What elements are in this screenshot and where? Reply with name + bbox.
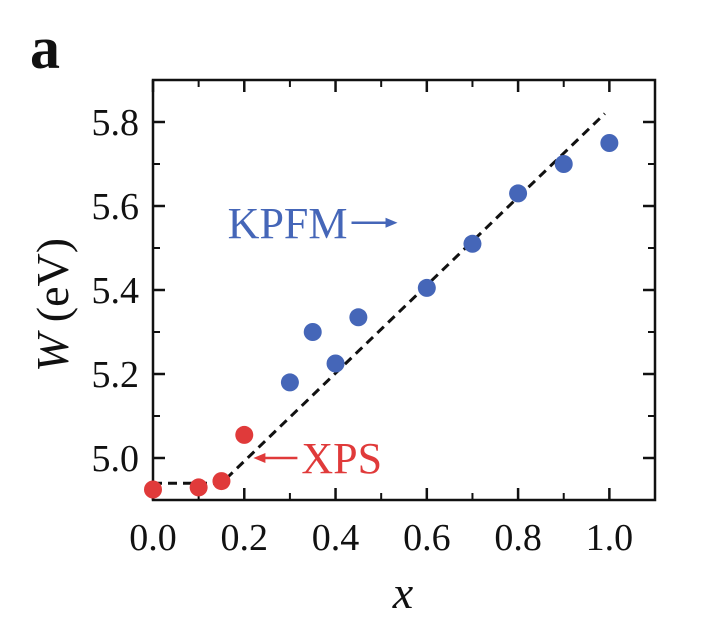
y-tick-label: 5.6	[92, 186, 140, 228]
y-tick-label: 5.8	[92, 102, 140, 144]
data-point-kpfm	[600, 134, 619, 152]
y-tick-label: 5.4	[92, 270, 140, 312]
series-kpfm	[280, 134, 619, 392]
data-point-kpfm	[349, 308, 368, 327]
y-tick-label: 5.2	[92, 354, 140, 396]
data-point-kpfm	[509, 184, 528, 203]
data-point-kpfm	[463, 234, 482, 253]
plot-area: 0.0 0.2 0.4 0.6 0.8 1.0 5.0 5.2 5.4 5.6 5.8 KPFM XPS	[92, 78, 657, 559]
y-axis-unit: (eV)	[27, 238, 78, 322]
arrow-head-icon	[253, 453, 266, 463]
annotation-kpfm: KPFM	[228, 199, 398, 248]
x-tick-label: 1.0	[586, 517, 634, 559]
data-point-xps	[212, 472, 231, 491]
data-point-kpfm	[417, 278, 436, 297]
x-tick-label: 0.4	[312, 517, 360, 559]
data-point-xps	[189, 478, 208, 497]
plot-frame	[151, 78, 657, 502]
data-point-xps	[144, 480, 162, 499]
x-axis-label: x	[392, 567, 414, 618]
y-axis-variable: W	[27, 330, 78, 372]
x-tick-label: 0.0	[129, 517, 177, 559]
data-point-xps	[235, 425, 254, 444]
annotation-xps: XPS	[253, 434, 382, 483]
panel-label: a	[30, 15, 60, 81]
svg-text:W (eV): W (eV)	[27, 238, 78, 372]
series-xps	[144, 425, 254, 499]
annotation-label: KPFM	[228, 199, 348, 248]
y-tick-label: 5.0	[92, 438, 140, 480]
fit-line	[153, 112, 606, 485]
x-tick-label: 0.6	[403, 517, 451, 559]
data-point-kpfm	[326, 354, 345, 373]
y-axis-label: W (eV)	[27, 238, 78, 372]
data-point-kpfm	[303, 323, 322, 341]
annotation-label: XPS	[301, 434, 382, 483]
data-point-kpfm	[280, 373, 299, 392]
data-point-kpfm	[554, 155, 573, 173]
x-tick-label: 0.2	[221, 517, 269, 559]
x-tick-label: 0.8	[494, 517, 542, 559]
arrow-head-icon	[385, 217, 398, 228]
